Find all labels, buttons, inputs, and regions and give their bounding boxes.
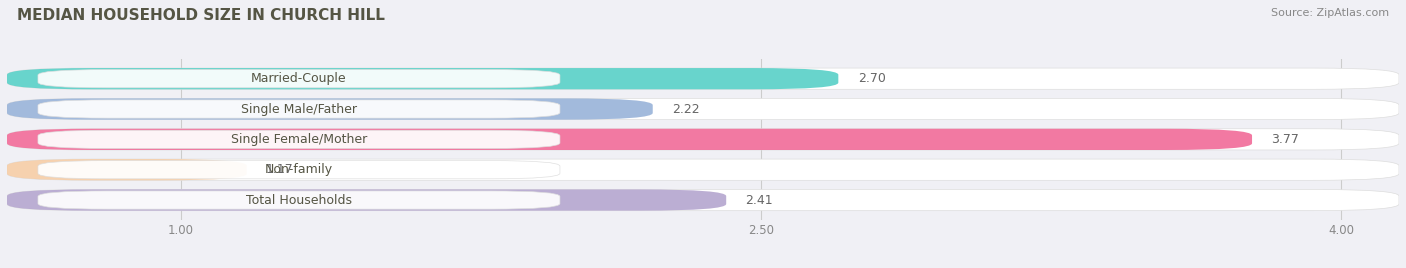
Text: 3.77: 3.77: [1271, 133, 1299, 146]
FancyBboxPatch shape: [38, 100, 560, 118]
FancyBboxPatch shape: [7, 159, 1399, 180]
FancyBboxPatch shape: [7, 98, 652, 120]
FancyBboxPatch shape: [7, 189, 1399, 211]
FancyBboxPatch shape: [38, 191, 560, 209]
FancyBboxPatch shape: [7, 129, 1251, 150]
Text: 2.70: 2.70: [858, 72, 886, 85]
Text: Single Male/Father: Single Male/Father: [240, 103, 357, 116]
FancyBboxPatch shape: [38, 161, 560, 179]
Text: Total Households: Total Households: [246, 193, 352, 207]
FancyBboxPatch shape: [7, 189, 727, 211]
FancyBboxPatch shape: [7, 159, 246, 180]
Text: Source: ZipAtlas.com: Source: ZipAtlas.com: [1271, 8, 1389, 18]
FancyBboxPatch shape: [38, 130, 560, 148]
Text: MEDIAN HOUSEHOLD SIZE IN CHURCH HILL: MEDIAN HOUSEHOLD SIZE IN CHURCH HILL: [17, 8, 385, 23]
FancyBboxPatch shape: [7, 68, 838, 89]
Text: 2.41: 2.41: [745, 193, 773, 207]
Text: Single Female/Mother: Single Female/Mother: [231, 133, 367, 146]
Text: 1.17: 1.17: [266, 163, 294, 176]
Text: Non-family: Non-family: [264, 163, 333, 176]
FancyBboxPatch shape: [7, 98, 1399, 120]
Text: 2.22: 2.22: [672, 103, 700, 116]
FancyBboxPatch shape: [7, 129, 1399, 150]
FancyBboxPatch shape: [7, 68, 1399, 89]
FancyBboxPatch shape: [38, 70, 560, 88]
Text: Married-Couple: Married-Couple: [252, 72, 347, 85]
